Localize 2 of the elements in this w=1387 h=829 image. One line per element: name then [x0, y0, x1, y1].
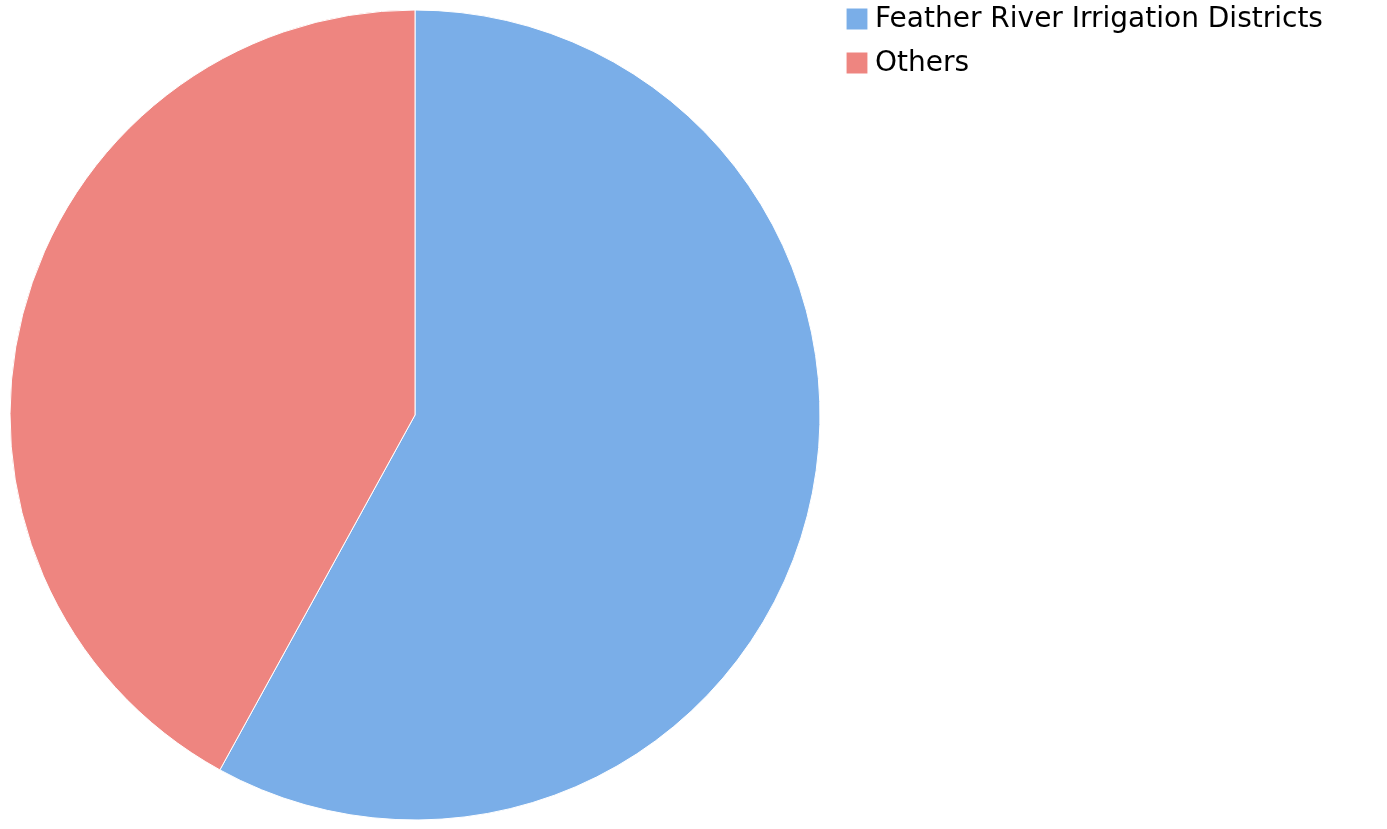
legend-label: Others — [875, 45, 970, 78]
legend-label: Feather River Irrigation Districts — [875, 1, 1323, 34]
